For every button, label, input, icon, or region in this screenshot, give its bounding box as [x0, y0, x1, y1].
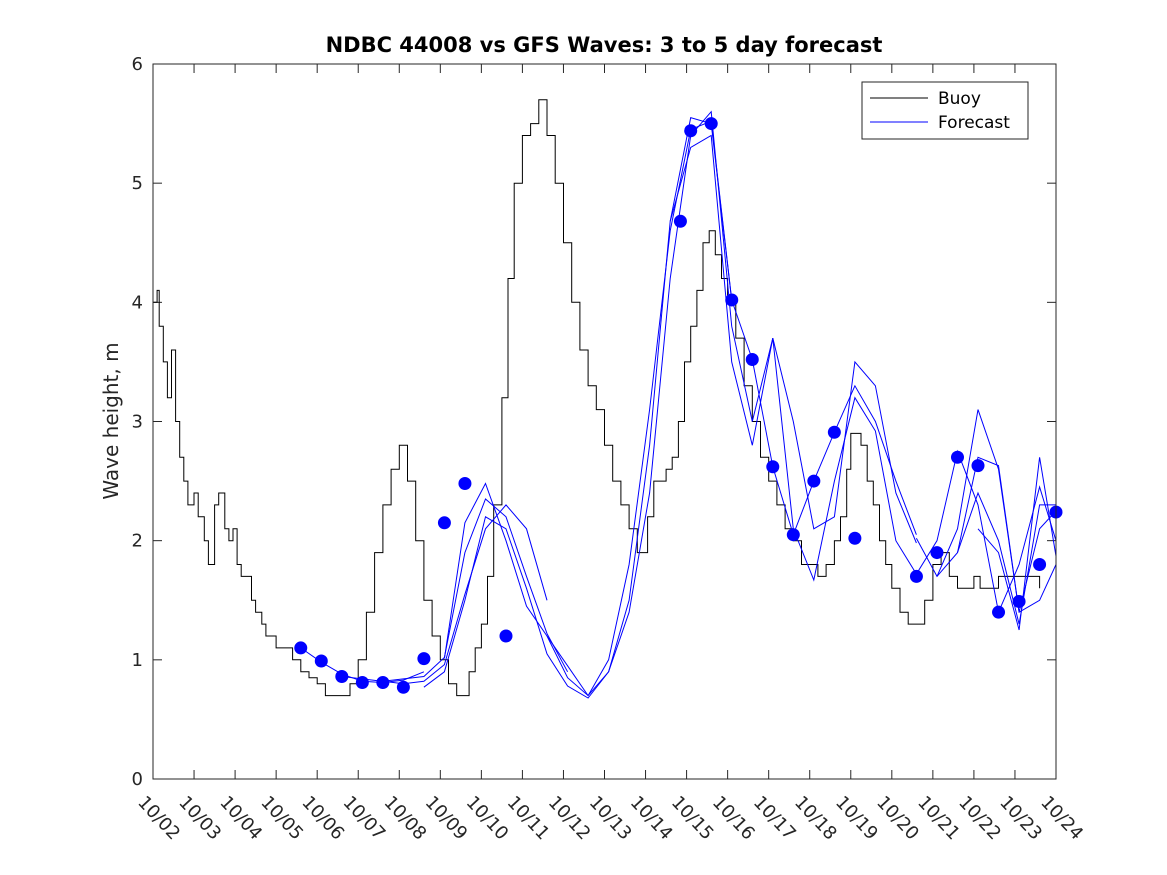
forecast-marker	[725, 293, 739, 307]
forecast-marker	[950, 450, 964, 464]
forecast-series-line	[546, 110, 917, 697]
forecast-series-line	[443, 120, 917, 697]
forecast-series-line	[977, 457, 1057, 631]
y-tick-label: 2	[132, 531, 143, 552]
forecast-series-line	[341, 504, 548, 685]
y-tick-labels: 0 1 2 3 4 5 6	[132, 54, 143, 790]
forecast-markers	[294, 117, 1063, 694]
forecast-series-line	[423, 116, 733, 699]
forecast-marker	[396, 680, 410, 694]
y-tick-label: 1	[132, 650, 143, 671]
forecast-marker	[417, 652, 431, 666]
forecast-marker	[848, 531, 862, 545]
forecast-series-line	[382, 498, 569, 682]
y-tick-label: 0	[132, 769, 143, 790]
forecast-series-line	[957, 491, 1056, 625]
legend-box	[861, 81, 1029, 140]
legend-buoy-label: Buoy	[938, 89, 981, 109]
forecast-marker	[786, 528, 800, 542]
forecast-marker	[992, 605, 1006, 619]
y-tick-label: 5	[132, 173, 143, 194]
forecast-marker	[335, 670, 349, 684]
y-axis-label: Wave height, m	[99, 342, 123, 499]
forecast-marker	[314, 654, 328, 668]
y-tick-label: 4	[132, 292, 143, 313]
chart-title: NDBC 44008 vs GFS Waves: 3 to 5 day fore…	[326, 33, 883, 57]
forecast-series-line	[936, 409, 1057, 613]
forecast-marker	[376, 675, 390, 689]
axes-box	[152, 63, 1057, 780]
forecast-marker	[294, 641, 308, 655]
forecast-series-line	[915, 456, 1057, 614]
forecast-marker	[458, 476, 472, 490]
forecast-marker	[1012, 594, 1026, 608]
forecast-marker	[766, 460, 780, 474]
plot-series	[153, 99, 1057, 699]
forecast-marker	[827, 425, 841, 439]
forecast-marker	[745, 353, 759, 367]
forecast-marker	[684, 124, 698, 138]
forecast-marker	[704, 117, 718, 131]
forecast-marker	[355, 675, 369, 689]
forecast-marker	[807, 474, 821, 488]
y-tick-label: 6	[132, 54, 143, 75]
buoy-series-line	[153, 99, 1041, 697]
forecast-marker	[971, 459, 985, 473]
forecast-marker	[1033, 558, 1047, 571]
forecast-series-line	[669, 134, 1057, 614]
forecast-marker	[909, 569, 923, 583]
forecast-marker	[673, 214, 687, 228]
forecast-marker	[437, 516, 451, 530]
forecast-marker	[930, 546, 944, 560]
y-tick-label: 3	[132, 412, 143, 433]
legend-forecast-label: Forecast	[938, 113, 1010, 133]
legend: Buoy Forecast	[861, 81, 1029, 140]
forecast-marker	[499, 629, 513, 643]
